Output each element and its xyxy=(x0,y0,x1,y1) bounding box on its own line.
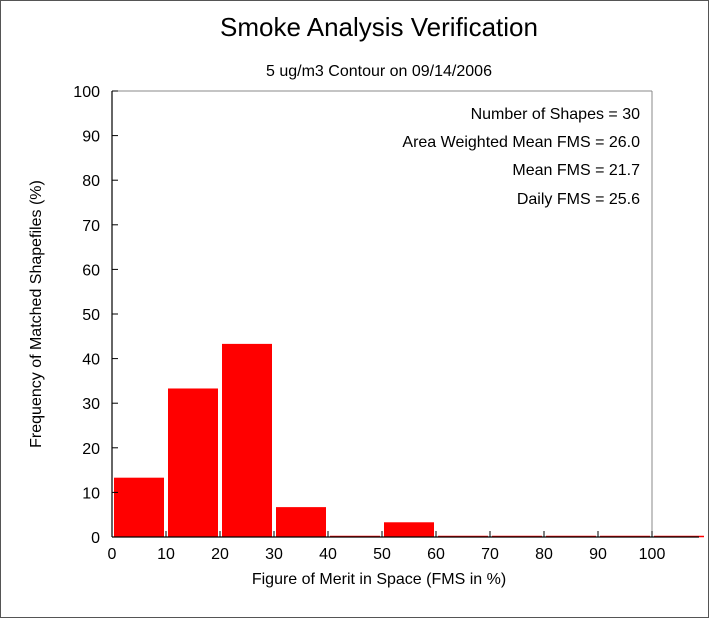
x-tick-label: 40 xyxy=(319,546,337,563)
y-tick-label: 70 xyxy=(82,218,100,235)
y-tick-label: 60 xyxy=(82,262,100,279)
stat-mean-fms: Mean FMS = 21.7 xyxy=(512,162,640,179)
chart-title: Smoke Analysis Verification xyxy=(220,12,538,42)
histogram-bar xyxy=(114,477,164,537)
x-tick-label: 90 xyxy=(589,546,607,563)
y-ticks: 0 10 20 30 40 50 60 70 80 90 100 xyxy=(73,84,118,547)
y-axis-label: Frequency of Matched Shapefiles (%) xyxy=(28,180,45,448)
y-tick-label: 40 xyxy=(82,352,100,369)
x-tick-label: 80 xyxy=(535,546,553,563)
y-tick-label: 90 xyxy=(82,129,100,146)
x-tick-label: 0 xyxy=(108,546,117,563)
stat-number-of-shapes: Number of Shapes = 30 xyxy=(471,106,641,123)
stat-daily-fms: Daily FMS = 25.6 xyxy=(517,191,640,208)
x-axis-label: Figure of Merit in Space (FMS in %) xyxy=(252,571,506,588)
histogram-bar xyxy=(222,343,272,537)
histogram-bar xyxy=(384,522,434,537)
y-tick-label: 10 xyxy=(82,485,100,502)
x-tick-label: 60 xyxy=(427,546,445,563)
stat-area-weighted-mean-fms: Area Weighted Mean FMS = 26.0 xyxy=(402,134,640,151)
x-tick-label: 50 xyxy=(373,546,391,563)
y-tick-label: 50 xyxy=(82,307,100,324)
y-tick-label: 100 xyxy=(73,84,100,101)
bars-layer xyxy=(114,343,704,538)
y-tick-label: 80 xyxy=(82,173,100,190)
x-tick-label: 20 xyxy=(211,546,229,563)
histogram-bar xyxy=(168,388,218,537)
x-tick-label: 10 xyxy=(157,546,175,563)
stats-annotations: Number of Shapes = 30 Area Weighted Mean… xyxy=(402,106,640,208)
chart-subtitle: 5 ug/m3 Contour on 09/14/2006 xyxy=(266,63,492,80)
x-ticks: 0 10 20 30 40 50 60 70 80 90 100 xyxy=(108,531,666,563)
histogram-bar xyxy=(276,507,326,537)
x-tick-label: 100 xyxy=(639,546,666,563)
y-tick-label: 20 xyxy=(82,441,100,458)
y-tick-label: 30 xyxy=(82,396,100,413)
y-tick-label: 0 xyxy=(91,530,100,547)
x-tick-label: 30 xyxy=(265,546,283,563)
x-tick-label: 70 xyxy=(481,546,499,563)
